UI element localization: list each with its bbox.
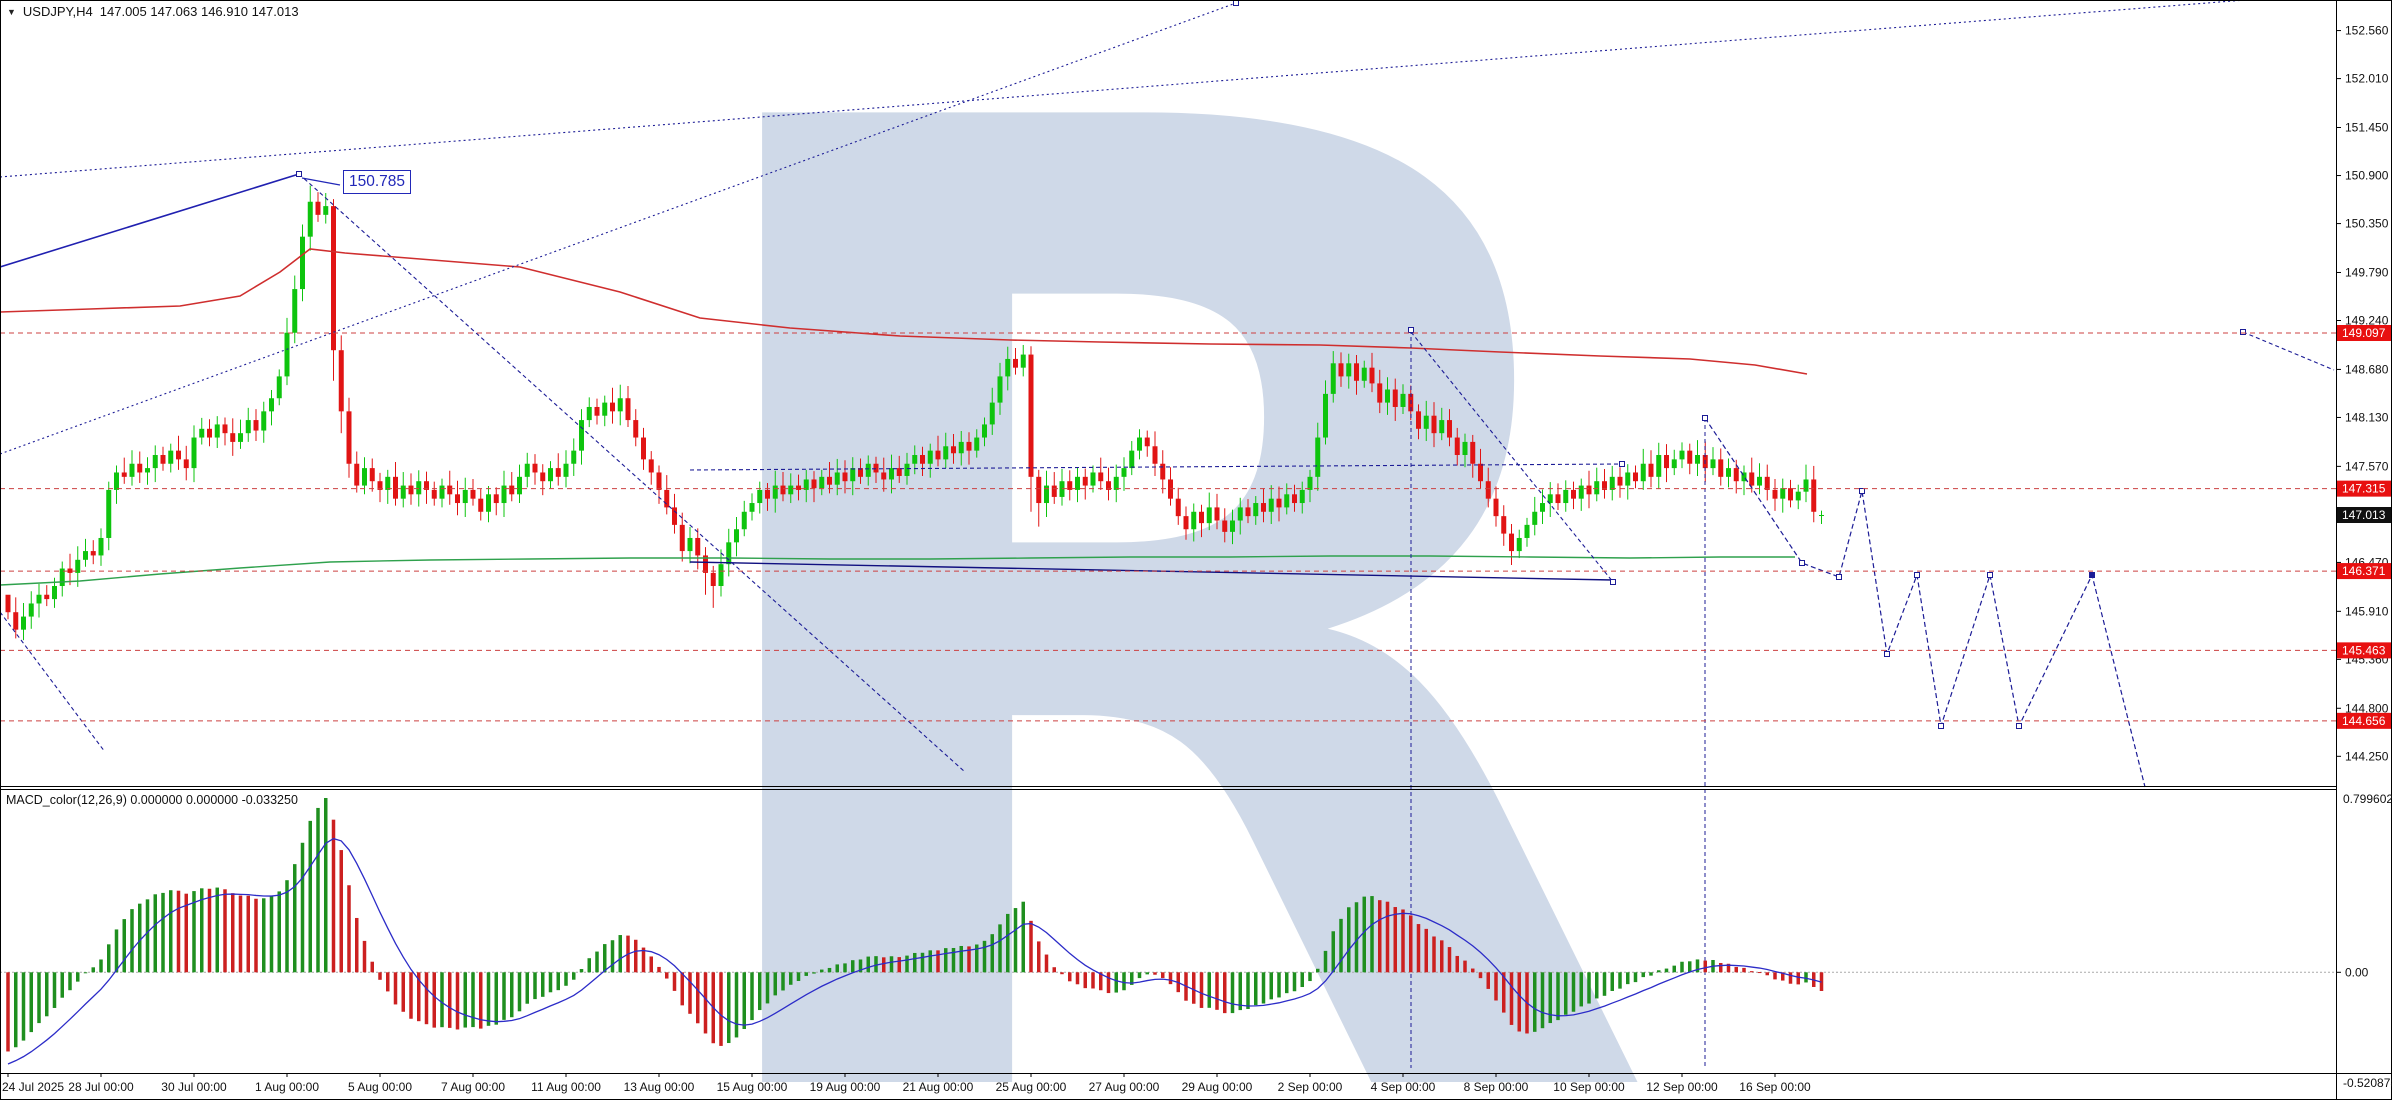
blue-trendline [0,173,300,268]
axis-label: 152.560 [2345,24,2389,38]
axis-label: 151.450 [2345,121,2389,135]
axis-label: 148.680 [2345,362,2389,376]
current-price-badge [2337,507,2391,524]
macd-name: MACD_color(12,26,9) [6,793,127,807]
time-axis-label: 4 Sep 00:00 [1371,1080,1436,1094]
object-handle[interactable] [1233,0,1239,6]
axis-label: 149.790 [2345,265,2389,279]
dashed-trendline-long-dotted-rising [0,2,1237,455]
time-axis-label: 29 Aug 00:00 [1182,1080,1253,1094]
candles-layer [5,185,1824,641]
axis-label: 150.350 [2345,217,2389,231]
symbol-timeframe-label: USDJPY,H4 [22,4,93,19]
time-axis-label: 5 Aug 00:00 [348,1080,412,1094]
dashed-trendline-top-right-descent [2242,331,2335,371]
object-handle[interactable] [1938,723,1944,729]
chart-title: ▼ USDJPY,H4 147.005 147.063 146.910 147.… [7,4,299,19]
object-handle[interactable] [1836,574,1842,580]
ohlc-readout: 147.005 147.063 146.910 147.013 [99,4,299,19]
object-handle[interactable] [1619,461,1625,467]
price-level-badge [2337,325,2391,342]
trendline-price-label[interactable]: 150.785 [343,170,412,194]
axis-label: 148.130 [2345,410,2389,424]
object-handle[interactable] [1408,327,1414,333]
time-axis-label: 25 Aug 00:00 [996,1080,1067,1094]
time-axis-label: 16 Sep 00:00 [1739,1080,1811,1094]
price-axis[interactable]: 152.560 152.010 151.450 150.900 150.350 149.7… [2336,24,2392,1090]
moving-averages [0,248,1808,586]
macd-layer [0,798,2336,1065]
chart-objects-layer[interactable] [0,0,2335,1068]
time-axis[interactable]: 24 Jul 2025 28 Jul 00:00 30 Jul 00:00 1 Aug… [2,1073,1811,1094]
macd-indicator-label: MACD_color(12,26,9) 0.000000 0.000000 -0… [6,793,298,807]
time-axis-label: 15 Aug 00:00 [717,1080,788,1094]
macd-signal-line [7,837,1822,1065]
time-axis-label: 2 Sep 00:00 [1278,1080,1343,1094]
object-handle[interactable] [1859,488,1865,494]
axis-label: 0.00 [2345,965,2369,979]
dashed-trendline-long-dotted-upper [0,0,2246,178]
axis-label: 147.570 [2345,459,2389,473]
macd-values: 0.000000 0.000000 -0.033250 [130,793,298,807]
time-axis-label: 8 Sep 00:00 [1464,1080,1529,1094]
object-handle[interactable] [1799,560,1805,566]
axis-label: 144.656 [2342,714,2386,728]
object-handle[interactable] [1884,651,1890,657]
axis-label: 147.315 [2342,482,2386,496]
svg-text:R: R [640,0,1664,1100]
axis-label: -0.520878 [2343,1076,2392,1090]
dashed-trendline-peak-descent [298,173,966,773]
axis-label: 147.013 [2342,508,2386,522]
time-axis-label: 30 Jul 00:00 [161,1080,227,1094]
object-handle[interactable] [1914,572,1920,578]
object-handle[interactable] [1987,572,1993,578]
time-axis-label: 7 Aug 00:00 [441,1080,505,1094]
time-axis-label: 11 Aug 00:00 [531,1080,601,1094]
green-ma-line [0,555,1795,586]
object-handle[interactable] [1610,579,1616,585]
axis-label: 145.910 [2345,604,2389,618]
time-axis-label: 27 Aug 00:00 [1089,1080,1160,1094]
axis-label: 144.250 [2345,749,2389,763]
object-handle-selected[interactable] [2089,572,2095,578]
dashed-trendline-sep-high-descent [1410,331,1614,583]
symbol-dropdown-icon[interactable]: ▼ [7,6,16,17]
red-lwma-line [0,248,1808,375]
axis-label: 144.800 [2345,701,2389,715]
axis-label: 149.097 [2342,326,2386,340]
axis-label: 145.463 [2342,643,2386,657]
price-level-badge [2337,480,2391,497]
object-handle[interactable] [2016,723,2022,729]
projected-zigzag-path [1704,417,2146,788]
object-handle[interactable] [1702,415,1708,421]
time-axis-label: 10 Sep 00:00 [1553,1080,1625,1094]
object-handle[interactable] [296,171,302,177]
time-axis-label: 24 Jul 2025 [2,1080,64,1094]
time-axis-label: 21 Aug 00:00 [903,1080,974,1094]
dashed-trendline-left-edge-descent [0,611,106,753]
axis-label: 146.371 [2342,564,2386,578]
axis-label: 152.010 [2345,72,2389,86]
navy-low-trendline [689,561,1614,581]
peak-label-connector [301,177,341,186]
object-handle[interactable] [2240,329,2246,335]
axis-label: 150.900 [2345,169,2389,183]
price-level-badge [2337,642,2391,659]
axis-label: 149.240 [2345,314,2389,328]
time-axis-label: 13 Aug 00:00 [624,1080,695,1094]
time-axis-label: 12 Sep 00:00 [1646,1080,1718,1094]
horizontal-level-lines[interactable] [0,332,2336,722]
price-level-badge [2337,712,2391,729]
price-level-badge [2337,563,2391,580]
time-axis-label: 1 Aug 00:00 [255,1080,319,1094]
time-axis-label: 28 Jul 00:00 [68,1080,134,1094]
axis-label: 0.799602 [2343,792,2392,806]
watermark-logo-r: R [640,0,1664,1100]
dashed-trendline-mid-horizontal [689,463,1623,471]
time-axis-label: 19 Aug 00:00 [810,1080,881,1094]
